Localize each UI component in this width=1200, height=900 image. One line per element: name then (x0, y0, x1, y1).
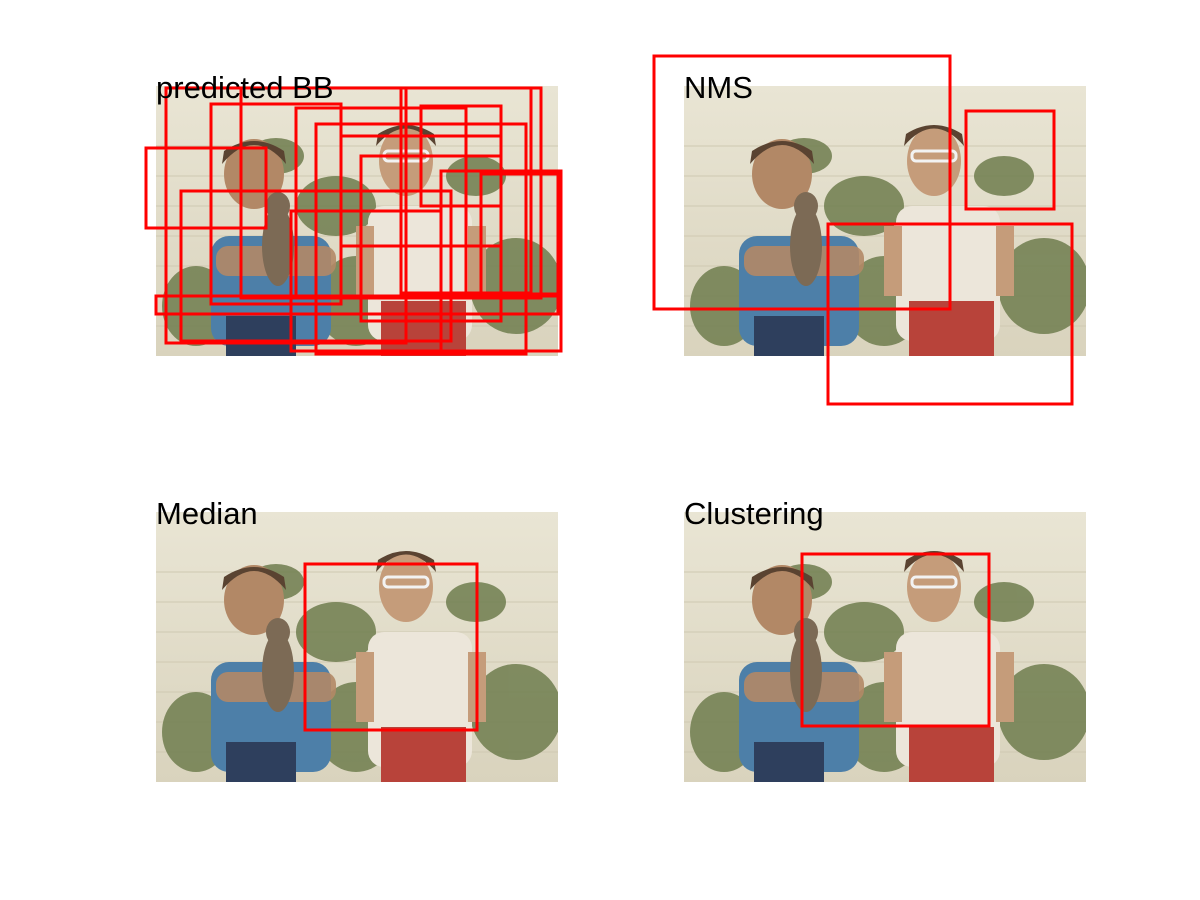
panel-title: predicted BB (156, 70, 334, 105)
bb-box (294, 106, 468, 300)
median-box (303, 562, 479, 732)
median-image (156, 512, 558, 782)
bb-box (289, 209, 443, 353)
bb-box (419, 104, 503, 208)
nms-box (964, 109, 1056, 211)
panel-title: Clustering (684, 496, 824, 531)
panel-clustering: Clustering (684, 498, 1086, 782)
bb-box (399, 86, 533, 295)
bb-box (359, 154, 503, 323)
bb-box (144, 146, 268, 230)
nms-box (826, 222, 1074, 406)
clustering-box (800, 552, 991, 728)
panel-nms: NMS (652, 54, 1086, 406)
panel-median: Median (156, 498, 558, 782)
bb-box (479, 172, 560, 296)
nms-boxes (652, 54, 1074, 406)
panel-title: Median (156, 496, 258, 531)
panel-title: NMS (684, 70, 753, 105)
predicted-bb-image (144, 86, 558, 356)
bb-box (154, 294, 560, 316)
nms-image (652, 54, 1086, 406)
nms-box (652, 54, 952, 311)
clustering-image (684, 512, 1086, 782)
predicted-bb-boxes (144, 86, 563, 356)
panel-predicted-bb: predicted BB (144, 72, 558, 356)
